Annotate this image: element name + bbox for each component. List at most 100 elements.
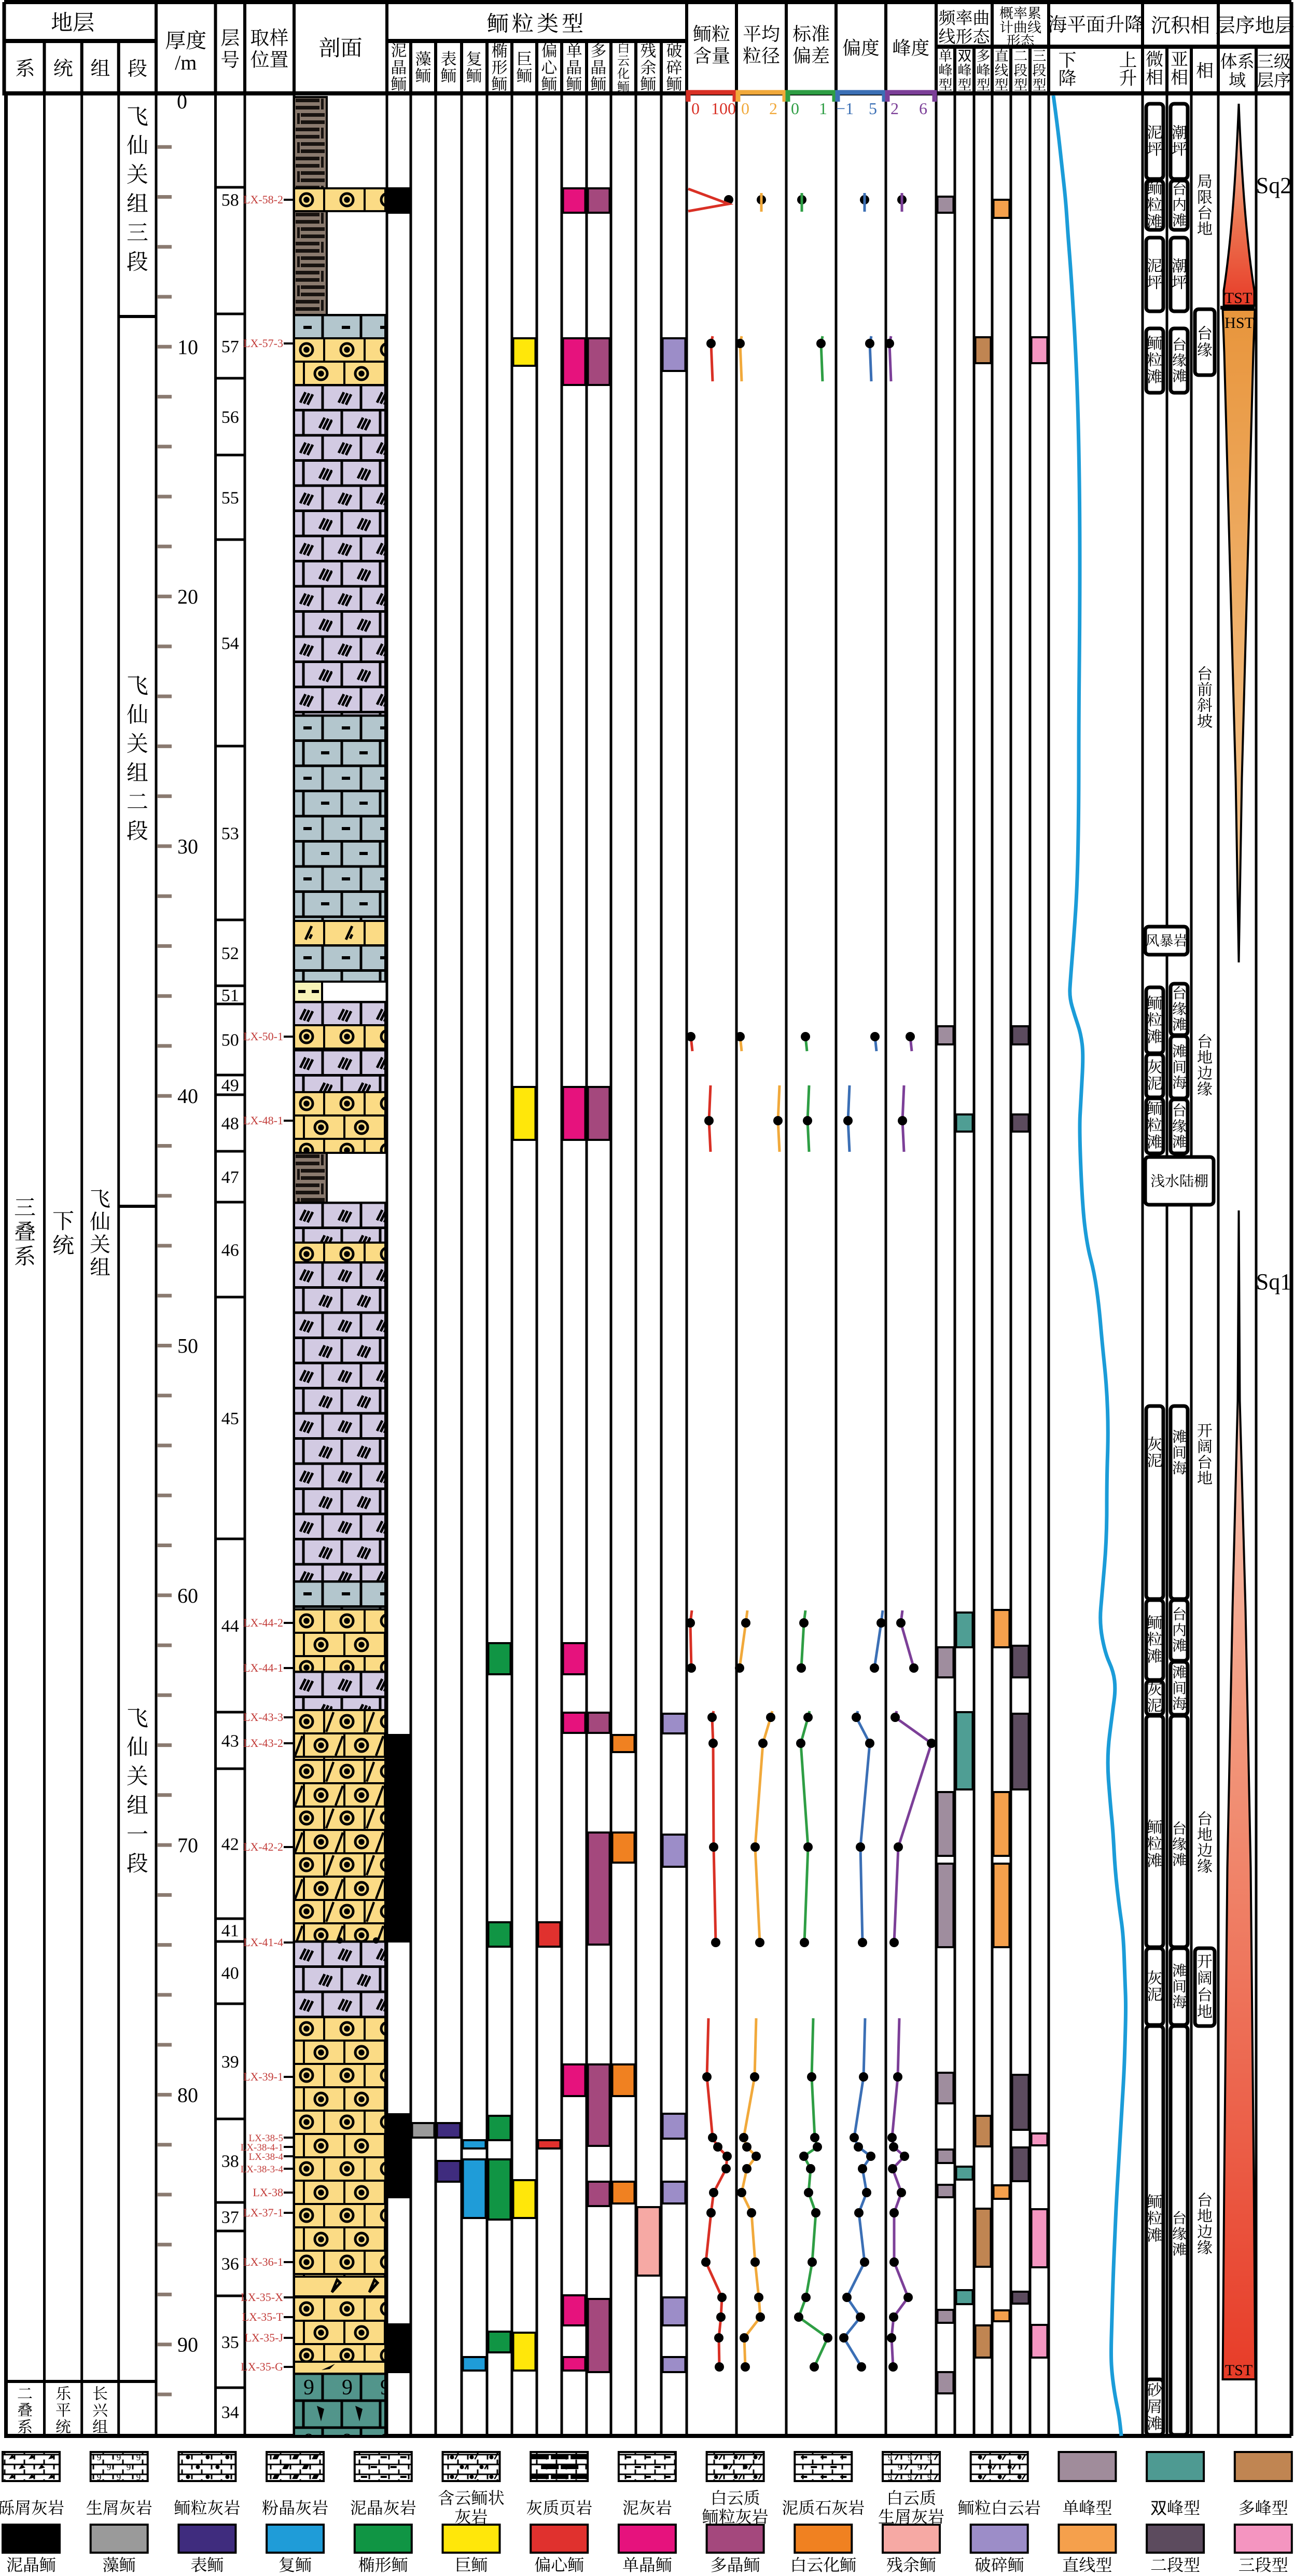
svg-text:20: 20	[177, 581, 198, 610]
svg-text:偏差: 偏差	[792, 42, 830, 68]
svg-text:单晶鲕: 单晶鲕	[566, 38, 582, 94]
svg-text:55: 55	[221, 484, 239, 509]
svg-text:LX-36-1: LX-36-1	[243, 2253, 283, 2269]
svg-text:粒径: 粒径	[743, 42, 780, 68]
svg-text:44: 44	[221, 1611, 239, 1637]
svg-text:9: 9	[117, 2472, 121, 2482]
svg-text:57: 57	[221, 332, 239, 357]
svg-text:单峰型: 单峰型	[939, 45, 953, 94]
svg-text:9: 9	[117, 2453, 121, 2462]
svg-text:50: 50	[221, 1026, 239, 1051]
svg-text:9: 9	[908, 2454, 912, 2462]
svg-text:层序地层: 层序地层	[1215, 9, 1294, 38]
svg-text:峰度: 峰度	[892, 34, 929, 60]
svg-text:鲕粒滩: 鲕粒滩	[1147, 1096, 1162, 1152]
svg-text:LX-35-J: LX-35-J	[244, 2329, 283, 2345]
svg-text:开阔台地: 开阔台地	[1197, 1949, 1213, 2022]
svg-text:9: 9	[97, 2453, 102, 2462]
svg-text:位置: 位置	[251, 44, 289, 72]
svg-text:平均: 平均	[743, 20, 780, 46]
svg-text:9: 9	[127, 2462, 131, 2472]
svg-text:三段型: 三段型	[1239, 2552, 1288, 2573]
svg-text:台内滩: 台内滩	[1172, 1603, 1187, 1655]
svg-text:鲕粒滩: 鲕粒滩	[1147, 2189, 1162, 2246]
svg-text:多晶鲕: 多晶鲕	[711, 2552, 760, 2573]
svg-text:54: 54	[221, 629, 239, 654]
svg-text:LX-41-4: LX-41-4	[243, 1934, 283, 1950]
svg-text:9: 9	[917, 2463, 922, 2472]
svg-text:局限台地: 局限台地	[1197, 169, 1213, 239]
svg-text:台缘滩: 台缘滩	[1172, 1099, 1187, 1151]
svg-text:鲕粒滩: 鲕粒滩	[1147, 175, 1162, 232]
svg-text:10: 10	[177, 330, 198, 360]
svg-text:泥晶鲕: 泥晶鲕	[391, 38, 407, 94]
svg-text:LX-38-4-1: LX-38-4-1	[241, 2140, 283, 2154]
svg-text:滩间海: 滩间海	[1172, 1960, 1187, 2012]
svg-text:51: 51	[221, 981, 239, 1007]
svg-text:70: 70	[177, 1829, 198, 1858]
svg-text:层: 层	[220, 22, 240, 50]
svg-text:45: 45	[221, 1404, 239, 1429]
svg-text:泥晶鲕: 泥晶鲕	[6, 2552, 56, 2573]
svg-text:台内滩: 台内滩	[1172, 178, 1187, 230]
svg-text:58: 58	[221, 186, 239, 211]
svg-text:上: 上	[1119, 46, 1137, 72]
svg-text:LX-38: LX-38	[253, 2184, 283, 2200]
svg-text:厚度: 厚度	[165, 24, 206, 54]
svg-text:泥坪: 泥坪	[1147, 120, 1162, 159]
svg-text:残余鲕: 残余鲕	[886, 2552, 936, 2573]
svg-text:椭形鲕: 椭形鲕	[492, 38, 508, 94]
svg-text:LX-38-5: LX-38-5	[249, 2130, 283, 2144]
svg-text:取样: 取样	[251, 22, 289, 50]
svg-text:LX-38-3-4: LX-38-3-4	[241, 2161, 284, 2175]
svg-text:鲕粒灰岩: 鲕粒灰岩	[174, 2495, 240, 2519]
svg-text:56: 56	[221, 403, 239, 428]
svg-text:概率累: 概率累	[999, 2, 1041, 22]
svg-text:60: 60	[177, 1579, 198, 1609]
svg-text:升: 升	[1119, 64, 1137, 90]
svg-text:鲕粒白云岩: 鲕粒白云岩	[958, 2495, 1041, 2519]
svg-text:LX-35-G: LX-35-G	[241, 2358, 283, 2374]
svg-text:双峰型: 双峰型	[1150, 2495, 1200, 2519]
svg-text:30: 30	[177, 830, 198, 860]
svg-text:0: 0	[791, 95, 799, 119]
svg-text:多晶鲕: 多晶鲕	[591, 38, 607, 94]
svg-text:47: 47	[221, 1163, 239, 1188]
svg-text:41: 41	[221, 1916, 239, 1941]
svg-text:9: 9	[136, 2472, 141, 2482]
svg-text:鲕粒滩: 鲕粒滩	[1147, 1814, 1162, 1871]
svg-text:复鲕: 复鲕	[279, 2552, 312, 2573]
svg-text:亚相: 亚相	[1171, 45, 1188, 89]
svg-text:藻鲕: 藻鲕	[415, 46, 432, 86]
svg-text:多峰型: 多峰型	[1239, 2495, 1288, 2519]
svg-text:LX-58-2: LX-58-2	[243, 191, 283, 207]
svg-text:2: 2	[891, 95, 899, 119]
svg-text:9: 9	[97, 2472, 102, 2482]
svg-text:台地边缘: 台地边缘	[1197, 2187, 1213, 2258]
svg-text:白云质: 白云质	[886, 2485, 936, 2509]
svg-text:体系: 体系	[1220, 48, 1255, 73]
svg-text:1: 1	[819, 95, 827, 119]
svg-text:多峰型: 多峰型	[977, 45, 991, 94]
svg-text:TST: TST	[1225, 2357, 1253, 2380]
svg-text:50: 50	[177, 1330, 198, 1359]
svg-text:破碎鲕: 破碎鲕	[666, 38, 683, 94]
svg-text:长兴组: 长兴组	[92, 2381, 108, 2437]
svg-text:0: 0	[691, 95, 700, 119]
svg-text:相: 相	[1196, 57, 1214, 82]
svg-text:LX-35-T: LX-35-T	[242, 2308, 284, 2324]
svg-text:39: 39	[221, 2047, 239, 2073]
svg-text:微相: 微相	[1146, 45, 1163, 89]
svg-text:灰泥: 灰泥	[1147, 1054, 1162, 1094]
svg-text:系: 系	[15, 52, 35, 81]
svg-text:52: 52	[221, 939, 239, 965]
svg-text:直线型: 直线型	[995, 45, 1009, 94]
svg-text:含量: 含量	[693, 42, 730, 68]
svg-text:椭形鲕: 椭形鲕	[358, 2552, 408, 2573]
svg-text:HST: HST	[1225, 310, 1254, 333]
svg-text:乐平统: 乐平统	[55, 2381, 71, 2437]
svg-text:表鲕: 表鲕	[441, 46, 457, 86]
svg-text:LX-37-1: LX-37-1	[243, 2204, 283, 2220]
svg-text:三段型: 三段型	[1033, 45, 1047, 94]
svg-text:粉晶灰岩: 粉晶灰岩	[262, 2495, 328, 2519]
